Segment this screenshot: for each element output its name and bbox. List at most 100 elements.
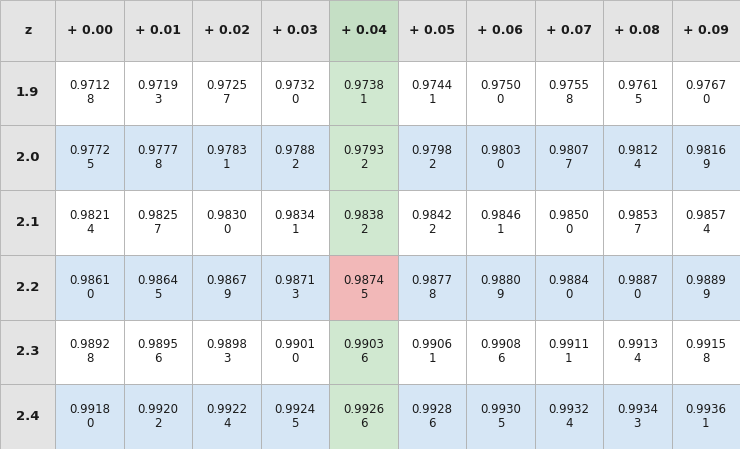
- Text: 0.9871
3: 0.9871 3: [275, 274, 315, 301]
- Text: 0.9853
7: 0.9853 7: [617, 209, 658, 236]
- Bar: [329, 0, 398, 61]
- Bar: [192, 255, 261, 320]
- Text: 0.9915
8: 0.9915 8: [685, 339, 726, 365]
- Text: + 0.03: + 0.03: [272, 24, 318, 37]
- Bar: [535, 255, 603, 320]
- Text: 0.9761
5: 0.9761 5: [616, 79, 658, 106]
- Bar: [672, 125, 740, 190]
- Text: 0.9901
0: 0.9901 0: [275, 339, 315, 365]
- Bar: [192, 190, 261, 255]
- Text: 0.9744
1: 0.9744 1: [411, 79, 453, 106]
- Text: 0.9922
4: 0.9922 4: [206, 403, 247, 430]
- Bar: [672, 0, 740, 61]
- Text: 0.9821
4: 0.9821 4: [70, 209, 110, 236]
- Bar: [124, 384, 192, 449]
- Bar: [56, 255, 124, 320]
- Text: 0.9924
5: 0.9924 5: [275, 403, 316, 430]
- Text: 0.9767
0: 0.9767 0: [685, 79, 727, 106]
- Bar: [0, 61, 56, 125]
- Text: 0.9911
1: 0.9911 1: [548, 339, 590, 365]
- Text: 0.9889
9: 0.9889 9: [685, 274, 726, 301]
- Bar: [124, 0, 192, 61]
- Text: 0.9930
5: 0.9930 5: [480, 403, 521, 430]
- Text: 0.9812
4: 0.9812 4: [617, 144, 658, 171]
- Bar: [192, 125, 261, 190]
- Text: + 0.06: + 0.06: [477, 24, 523, 37]
- Text: 0.9719
3: 0.9719 3: [138, 79, 179, 106]
- Bar: [535, 320, 603, 384]
- Text: 0.9861
0: 0.9861 0: [70, 274, 110, 301]
- Bar: [329, 255, 398, 320]
- Text: 0.9755
8: 0.9755 8: [548, 79, 589, 106]
- Bar: [192, 0, 261, 61]
- Text: 0.9803
0: 0.9803 0: [480, 144, 521, 171]
- Text: 0.9798
2: 0.9798 2: [411, 144, 452, 171]
- Text: 2.4: 2.4: [16, 410, 39, 423]
- Bar: [192, 384, 261, 449]
- Bar: [124, 61, 192, 125]
- Bar: [329, 190, 398, 255]
- Text: 0.9918
0: 0.9918 0: [70, 403, 110, 430]
- Text: 2.0: 2.0: [16, 151, 39, 164]
- Bar: [56, 0, 124, 61]
- Text: 0.9898
3: 0.9898 3: [206, 339, 247, 365]
- Text: 0.9867
9: 0.9867 9: [206, 274, 247, 301]
- Bar: [261, 125, 329, 190]
- Text: 0.9834
1: 0.9834 1: [275, 209, 315, 236]
- Text: 0.9874
5: 0.9874 5: [343, 274, 384, 301]
- Bar: [535, 0, 603, 61]
- Bar: [603, 61, 672, 125]
- Text: 0.9903
6: 0.9903 6: [343, 339, 384, 365]
- Text: + 0.00: + 0.00: [67, 24, 112, 37]
- Bar: [466, 320, 535, 384]
- Text: 0.9825
7: 0.9825 7: [138, 209, 178, 236]
- Bar: [535, 384, 603, 449]
- Text: 0.9884
0: 0.9884 0: [548, 274, 589, 301]
- Text: + 0.08: + 0.08: [614, 24, 660, 37]
- Bar: [56, 125, 124, 190]
- Bar: [124, 320, 192, 384]
- Text: 0.9842
2: 0.9842 2: [411, 209, 452, 236]
- Text: 0.9846
1: 0.9846 1: [480, 209, 521, 236]
- Bar: [603, 190, 672, 255]
- Text: 0.9857
4: 0.9857 4: [685, 209, 726, 236]
- Text: 0.9895
6: 0.9895 6: [138, 339, 178, 365]
- Text: 0.9864
5: 0.9864 5: [138, 274, 178, 301]
- Bar: [56, 384, 124, 449]
- Text: 0.9934
3: 0.9934 3: [617, 403, 658, 430]
- Bar: [466, 255, 535, 320]
- Text: 0.9906
1: 0.9906 1: [411, 339, 452, 365]
- Text: 0.9732
0: 0.9732 0: [275, 79, 315, 106]
- Bar: [672, 384, 740, 449]
- Bar: [466, 0, 535, 61]
- Text: 2.1: 2.1: [16, 216, 39, 229]
- Bar: [603, 125, 672, 190]
- Text: 0.9738
1: 0.9738 1: [343, 79, 384, 106]
- Text: 0.9880
9: 0.9880 9: [480, 274, 521, 301]
- Bar: [124, 125, 192, 190]
- Bar: [261, 320, 329, 384]
- Text: 0.9932
4: 0.9932 4: [548, 403, 589, 430]
- Bar: [398, 61, 466, 125]
- Bar: [398, 0, 466, 61]
- Bar: [329, 384, 398, 449]
- Bar: [0, 190, 56, 255]
- Bar: [0, 255, 56, 320]
- Text: 0.9926
6: 0.9926 6: [343, 403, 384, 430]
- Bar: [672, 320, 740, 384]
- Bar: [192, 320, 261, 384]
- Bar: [0, 125, 56, 190]
- Bar: [466, 190, 535, 255]
- Text: 0.9838
2: 0.9838 2: [343, 209, 384, 236]
- Bar: [466, 384, 535, 449]
- Bar: [0, 320, 56, 384]
- Bar: [398, 320, 466, 384]
- Text: z: z: [24, 24, 31, 37]
- Text: + 0.09: + 0.09: [683, 24, 729, 37]
- Text: 2.2: 2.2: [16, 281, 39, 294]
- Text: 0.9913
4: 0.9913 4: [617, 339, 658, 365]
- Bar: [329, 61, 398, 125]
- Bar: [0, 384, 56, 449]
- Bar: [603, 0, 672, 61]
- Bar: [466, 125, 535, 190]
